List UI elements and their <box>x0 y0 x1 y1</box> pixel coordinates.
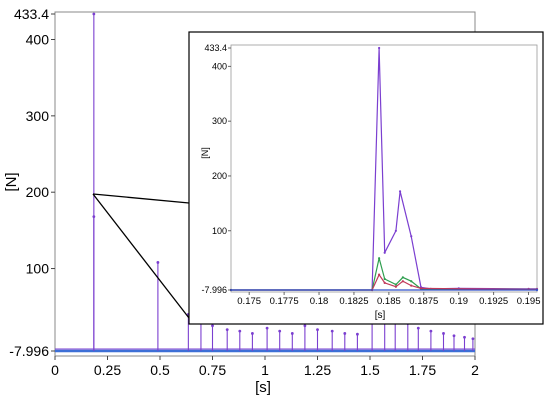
inset-data-point <box>535 288 539 292</box>
inset-y-ticks: -7.996 100 200 300 400 433.4 <box>201 43 231 295</box>
x-tick-label: 1 <box>261 362 269 378</box>
inset-data-point <box>410 280 413 283</box>
x-tick-label: 1.75 <box>409 362 436 378</box>
x-tick-label: 0.25 <box>94 362 121 378</box>
inset-marks <box>229 46 539 292</box>
spike-point <box>211 324 214 328</box>
inset-y-tick-label: 433.4 <box>204 43 227 53</box>
spike-point <box>356 332 359 336</box>
x-tick-label: 2 <box>471 362 479 378</box>
inset-plot-frame <box>230 44 538 293</box>
inset-x-tick-label: 0.175 <box>237 296 261 307</box>
spike-point <box>442 332 445 335</box>
x-tick-label: 0.5 <box>150 362 170 378</box>
inset-y-tick-label: -7.996 <box>201 285 227 295</box>
spike-point <box>251 332 254 335</box>
zoom-callout-line-bottom <box>92 193 190 319</box>
y-tick-label: 433.4 <box>14 6 49 22</box>
x-tick-label: 0 <box>51 362 59 378</box>
y-tick-label: -7.996 <box>9 343 49 359</box>
main-y-axis-label: [N] <box>3 172 20 191</box>
spike-point <box>238 329 242 333</box>
x-tick-label: 1.25 <box>304 362 331 378</box>
zoom-callout <box>92 193 190 319</box>
spike-point <box>156 261 160 264</box>
y-tick-label: 100 <box>26 261 50 277</box>
spike-point <box>290 332 294 335</box>
inset-y-tick-label: 200 <box>212 171 227 181</box>
inset-x-tick-label: 0.18 <box>310 296 329 307</box>
inset-x-tick-label: 0.1875 <box>409 296 438 307</box>
spike-point <box>265 326 269 330</box>
inset-data-point <box>378 273 381 276</box>
spike-point <box>225 328 229 332</box>
spike-point <box>278 329 282 333</box>
spike-point <box>416 326 420 330</box>
inset-data-point <box>378 46 381 50</box>
spike-point <box>463 335 466 339</box>
inset-data-point <box>419 287 423 290</box>
inset-data-point <box>378 257 381 260</box>
inset-x-tick-label: 0.19 <box>450 296 469 307</box>
inset-x-tick-label: 0.195 <box>517 296 541 307</box>
inset-data-point <box>383 251 386 254</box>
inset-series-line <box>231 273 537 291</box>
inset-y-tick-label: 300 <box>212 116 227 126</box>
spike-point <box>92 215 96 219</box>
spike-point <box>303 324 307 328</box>
inset-data-point <box>383 281 386 284</box>
inset-y-tick-label: 100 <box>212 226 227 236</box>
spike-point <box>316 328 319 332</box>
main-x-ticks: 0 0.25 0.5 0.75 1 1.25 1.5 1.75 2 <box>51 356 479 378</box>
main-y-ticks: -7.996 100 200 300 400 433.4 <box>9 6 55 359</box>
spike-point <box>471 337 475 341</box>
inset-x-tick-label: 0.1775 <box>270 296 299 307</box>
inset-data-point <box>394 229 397 232</box>
inset-x-tick-label: 0.1925 <box>479 296 508 307</box>
inset-data-point <box>394 285 397 288</box>
inset-data-point <box>401 280 404 283</box>
main-x-axis-label: [s] <box>255 379 271 396</box>
inset-data-point <box>383 277 386 281</box>
x-tick-label: 0.75 <box>199 362 226 378</box>
inset-x-tick-label: 0.1825 <box>339 296 368 307</box>
inset-data-point <box>410 235 413 238</box>
spike-point <box>452 334 456 338</box>
inset-data-point <box>394 283 397 286</box>
inset-x-axis-label: [s] <box>375 310 386 321</box>
inset-data-point <box>398 190 402 193</box>
inset-x-ticks: 0.175 0.1775 0.18 0.1825 0.185 0.1875 0.19 0.19… <box>237 292 541 307</box>
spike-point <box>429 329 433 333</box>
inset-data-point <box>401 276 404 279</box>
y-tick-label: 300 <box>26 108 50 124</box>
spike-point <box>343 332 347 335</box>
x-tick-label: 1.5 <box>360 362 380 378</box>
spike-point <box>330 329 334 333</box>
y-tick-label: 200 <box>26 184 50 200</box>
inset-y-axis-label: [N] <box>200 147 210 159</box>
inset-data-point <box>410 284 413 287</box>
inset-y-tick-label: 400 <box>212 61 227 71</box>
y-tick-label: 400 <box>26 32 50 48</box>
zoom-callout-line-top <box>92 193 190 204</box>
inset-x-tick-label: 0.185 <box>377 296 401 307</box>
spike-point <box>92 12 96 16</box>
